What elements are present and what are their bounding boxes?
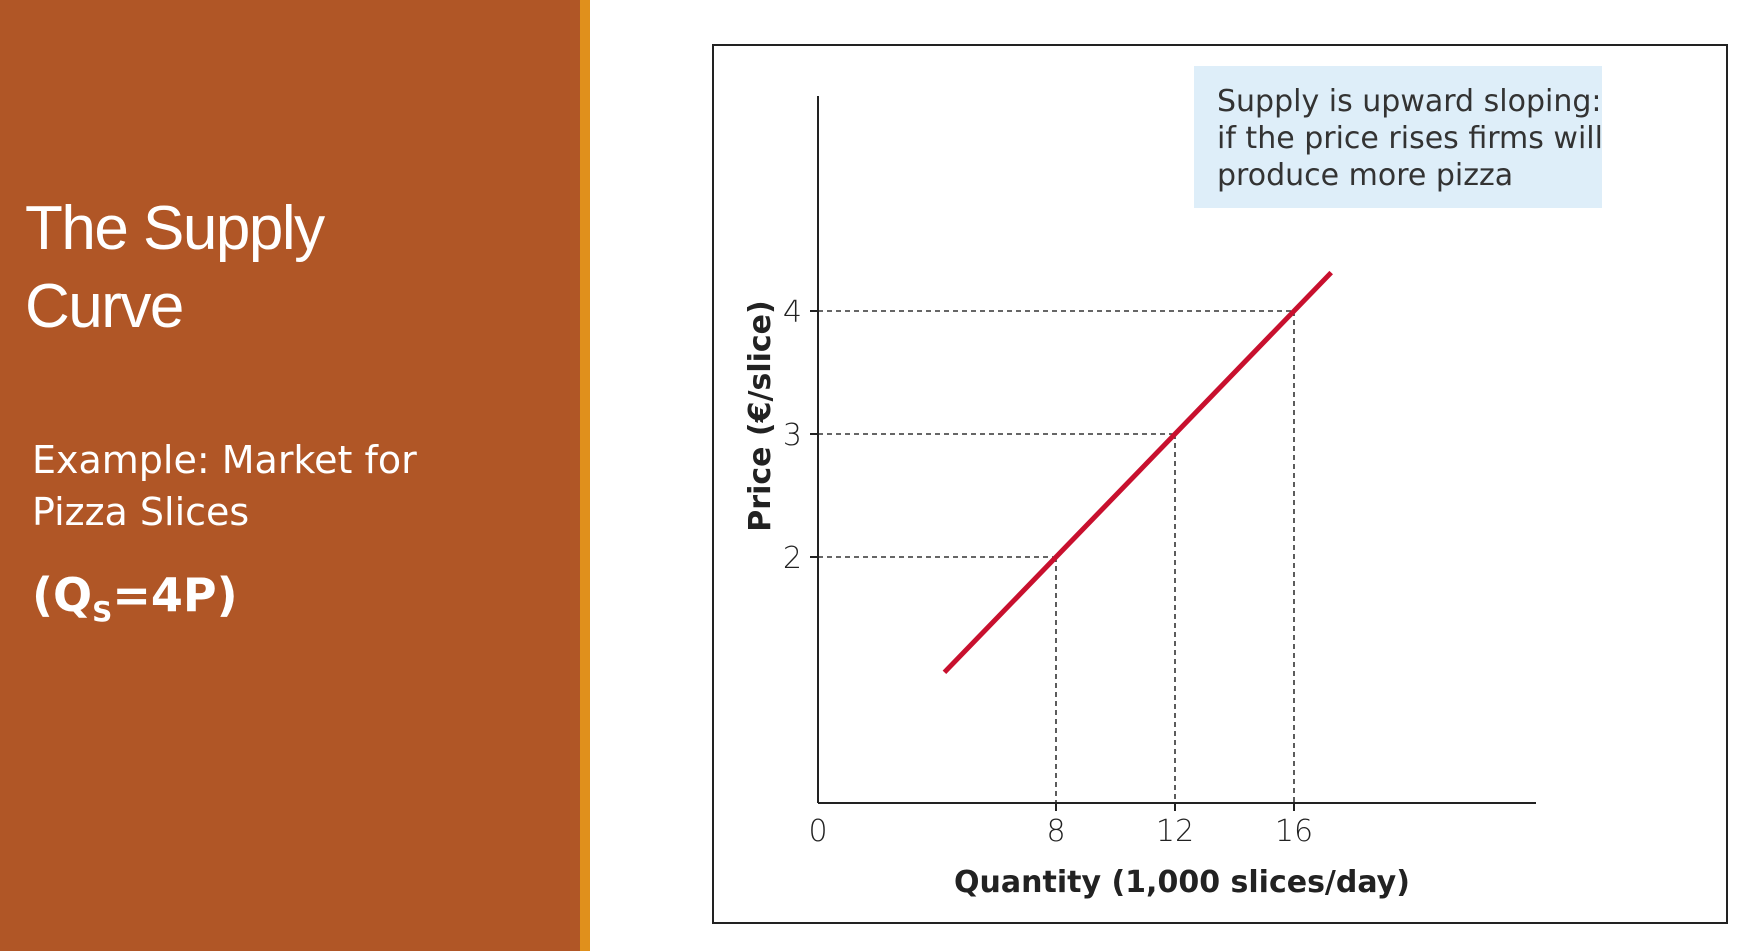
slide-title: The Supply Curve <box>25 190 545 346</box>
supply-formula: (QS=4P) <box>32 565 238 642</box>
x-tick-label-12: 12 <box>1156 814 1194 849</box>
supply-line <box>942 270 1333 675</box>
y-tick-label-2: 2 <box>783 541 802 576</box>
supply-chart: 2 3 4 8 12 16 0 Quantity (1,000 slices/day) Pric… <box>743 66 1603 900</box>
formula-open: (Q <box>32 568 93 622</box>
x-tick-label-8: 8 <box>1046 814 1065 849</box>
left-panel: The Supply Curve Example: Market for Piz… <box>0 0 580 951</box>
callout-line-1: Supply is upward sloping: <box>1217 84 1602 119</box>
callout-box <box>1194 66 1602 208</box>
y-tick-label-4: 4 <box>783 295 802 330</box>
slide-title-line-1: The Supply <box>25 194 325 263</box>
example-line-1: Example: Market for <box>32 438 417 482</box>
y-axis-title: Price (€/slice) <box>743 300 778 531</box>
x-tick-label-16: 16 <box>1275 814 1313 849</box>
callout-line-2: if the price rises firms will <box>1217 121 1603 156</box>
origin-label: 0 <box>808 814 827 849</box>
example-text: Example: Market for Pizza Slices <box>32 434 552 538</box>
formula-rest: =4P) <box>112 568 238 622</box>
x-axis-title: Quantity (1,000 slices/day) <box>954 865 1410 900</box>
formula-subscript: S <box>92 595 113 628</box>
accent-bar <box>580 0 590 951</box>
slide-title-line-2: Curve <box>25 272 184 341</box>
callout-line-3: produce more pizza <box>1217 158 1513 193</box>
example-line-2: Pizza Slices <box>32 490 250 534</box>
chart-frame: 2 3 4 8 12 16 0 Quantity (1,000 slices/day) Pric… <box>712 44 1728 924</box>
y-tick-label-3: 3 <box>783 418 802 453</box>
